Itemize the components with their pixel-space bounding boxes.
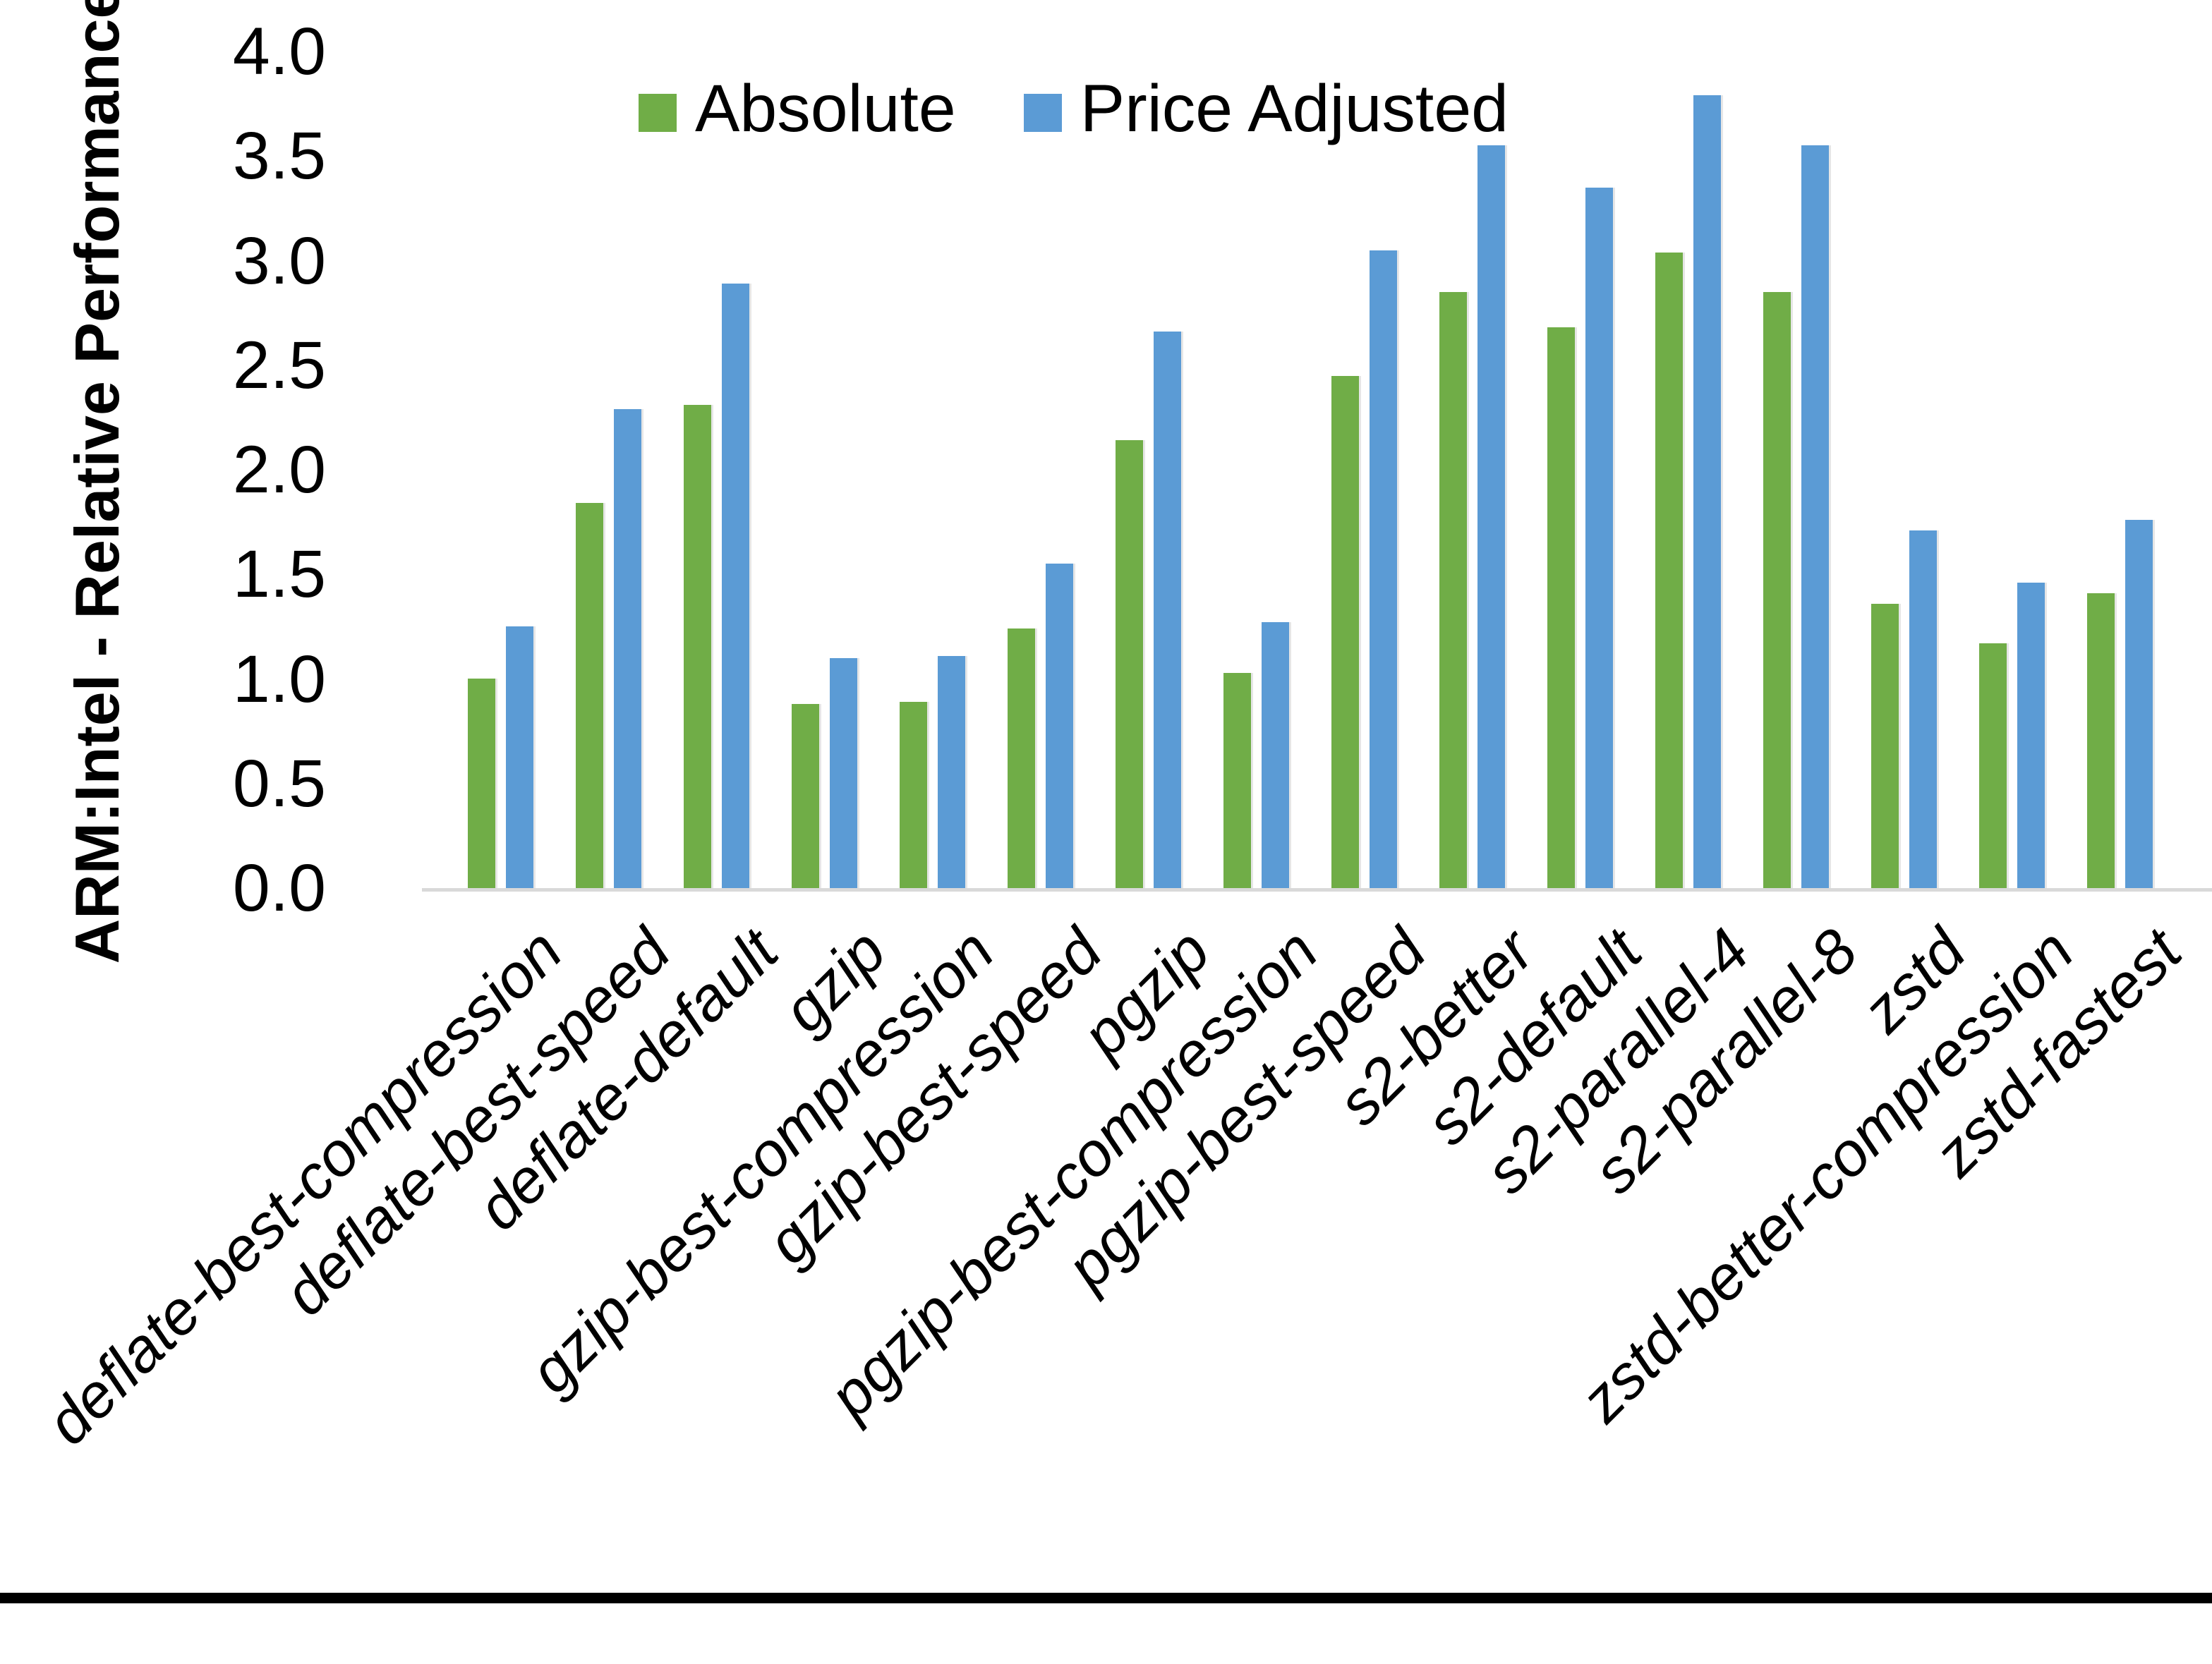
bar-absolute <box>1116 440 1143 888</box>
bar-price-adjusted <box>1693 95 1721 888</box>
bar-absolute <box>1979 643 2007 888</box>
bar-absolute <box>1763 292 1791 888</box>
x-axis-line <box>422 888 2212 892</box>
bar-price-adjusted <box>1262 622 1289 888</box>
y-tick-label: 0.0 <box>232 851 326 925</box>
bar-absolute <box>1871 604 1899 888</box>
legend-swatch-absolute <box>639 93 677 132</box>
legend-swatch-price-adjusted <box>1023 93 1062 132</box>
bar-absolute <box>1439 292 1467 888</box>
y-tick-label: 3.5 <box>232 119 326 194</box>
y-tick-label: 1.5 <box>232 537 326 612</box>
bar-price-adjusted <box>722 284 749 888</box>
legend-label-price-adjusted: Price Adjusted <box>1080 71 1509 146</box>
bar-absolute <box>684 405 711 888</box>
bar-absolute <box>1331 376 1359 888</box>
bar-absolute <box>468 679 495 888</box>
bar-absolute <box>1655 253 1683 888</box>
bar-price-adjusted <box>506 626 533 888</box>
bar-absolute <box>1008 628 1035 888</box>
bar-price-adjusted <box>830 658 857 888</box>
bar-price-adjusted <box>1154 332 1181 888</box>
bar-absolute <box>1223 673 1251 888</box>
bar-absolute <box>1547 327 1575 888</box>
bar-price-adjusted <box>2125 520 2153 888</box>
bar-price-adjusted <box>1046 564 1073 888</box>
bar-price-adjusted <box>1909 530 1937 888</box>
legend: Absolute Price Adjusted <box>639 71 1509 147</box>
bar-price-adjusted <box>1585 188 1613 888</box>
bar-price-adjusted <box>1477 145 1505 888</box>
y-tick-label: 3.0 <box>232 223 326 298</box>
bar-price-adjusted <box>614 409 641 888</box>
y-tick-label: 2.5 <box>232 327 326 403</box>
bar-absolute <box>900 702 927 888</box>
bar-price-adjusted <box>1370 250 1397 888</box>
legend-label-absolute: Absolute <box>695 71 956 146</box>
y-tick-label: 0.5 <box>232 746 326 821</box>
bar-absolute <box>792 704 819 888</box>
bar-price-adjusted <box>2017 583 2045 888</box>
bar-chart: ARM:Intel - Relative Performance 0.0 0.5 1… <box>0 0 2212 1603</box>
bar-price-adjusted <box>938 656 965 888</box>
figure-bottom-border <box>0 1593 2212 1603</box>
y-tick-label: 2.0 <box>232 432 326 507</box>
y-tick-label: 1.0 <box>232 641 326 717</box>
bar-absolute <box>2087 593 2115 888</box>
bar-price-adjusted <box>1801 145 1829 888</box>
y-tick-label: 4.0 <box>232 14 326 89</box>
bar-absolute <box>576 503 603 888</box>
